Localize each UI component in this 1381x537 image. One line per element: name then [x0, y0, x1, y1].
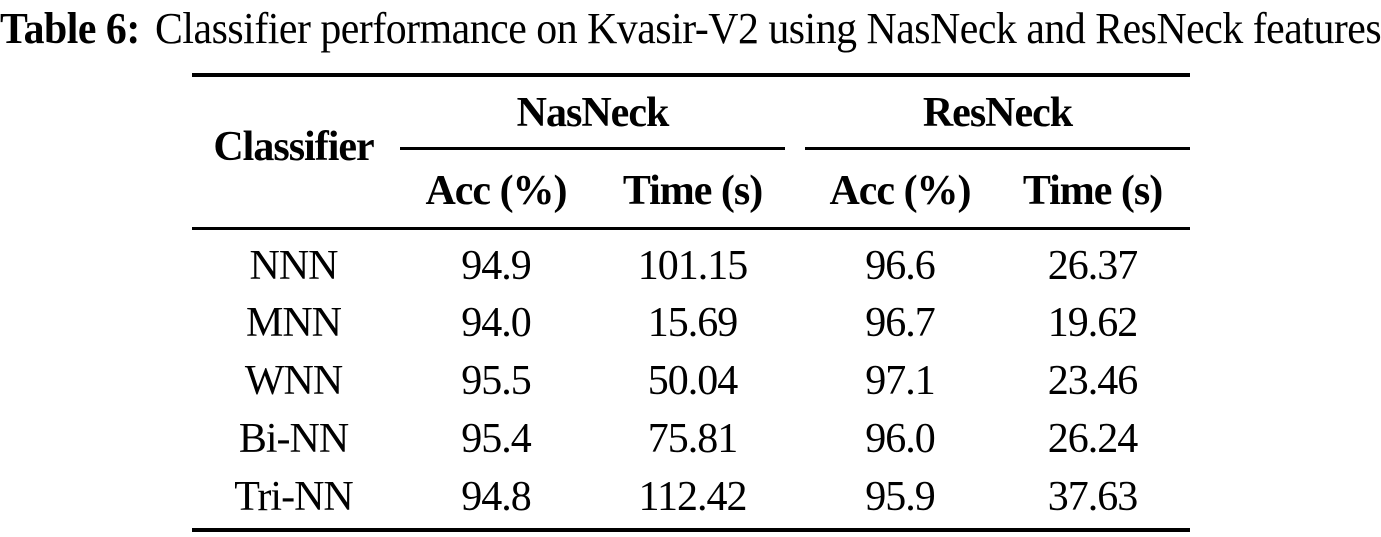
nasneck-acc-value: 94.0 [461, 300, 532, 346]
table-top-rule [192, 73, 1190, 77]
group-header-nasneck: NasNeck [516, 90, 670, 136]
table-row: Bi-NN 95.4 75.81 96.0 26.24 [192, 411, 1190, 467]
resneck-time-value: 23.46 [1047, 358, 1139, 404]
nasneck-acc-value: 94.8 [461, 474, 532, 520]
row-label: MNN [245, 300, 342, 346]
group-header-resneck: ResNeck [922, 90, 1073, 136]
resneck-acc-value: 97.1 [865, 358, 936, 404]
nasneck-time-value: 75.81 [647, 416, 739, 462]
row-label: WNN [244, 358, 343, 404]
table-row: Tri-NN 94.8 112.42 95.9 37.63 [192, 469, 1190, 525]
caption-label: Table 6: [0, 4, 140, 53]
subheader-resneck-acc: Acc (%) [829, 168, 971, 214]
row-label: Tri-NN [234, 474, 353, 520]
nasneck-acc-value: 94.9 [461, 243, 532, 289]
nasneck-time-value: 15.69 [647, 300, 739, 346]
column-gap [788, 295, 805, 351]
column-gap [788, 411, 805, 467]
nasneck-time-value: 50.04 [647, 358, 739, 404]
column-gap [788, 353, 805, 409]
column-gap [788, 238, 805, 294]
resneck-acc-value: 96.7 [865, 300, 936, 346]
table-row: NNN 94.9 101.15 96.6 26.37 [192, 238, 1190, 294]
table-row: WNN 95.5 50.04 97.1 23.46 [192, 353, 1190, 409]
nasneck-time-value: 101.15 [637, 243, 749, 289]
table-caption: Table 6: Classifier performance on Kvasir… [0, 2, 1381, 56]
resneck-time-value: 19.62 [1047, 300, 1139, 346]
resneck-time-value: 26.37 [1047, 243, 1139, 289]
resneck-time-value: 26.24 [1047, 416, 1139, 462]
row-label: NNN [249, 243, 339, 289]
resneck-acc-value: 96.0 [865, 416, 936, 462]
nasneck-time-value: 112.42 [638, 474, 748, 520]
nasneck-cmidrule [400, 147, 785, 150]
nasneck-acc-value: 95.4 [461, 416, 532, 462]
resneck-cmidrule [805, 147, 1190, 150]
caption-text: Classifier performance on Kvasir-V2 usin… [154, 4, 1381, 53]
table-bottom-rule [192, 528, 1190, 532]
subheader-nasneck-acc: Acc (%) [425, 168, 567, 214]
nasneck-acc-value: 95.5 [461, 358, 532, 404]
resneck-time-value: 37.63 [1047, 474, 1139, 520]
row-label: Bi-NN [238, 416, 349, 462]
table-row: MNN 94.0 15.69 96.7 19.62 [192, 295, 1190, 351]
subheader-resneck-time: Time (s) [1022, 168, 1163, 214]
performance-table: Classifier NasNeck ResNeck Acc (%) Time … [192, 73, 1190, 535]
column-gap [788, 469, 805, 525]
subheader-nasneck-time: Time (s) [622, 168, 763, 214]
header-separator-rule [192, 227, 1190, 230]
column-header-classifier: Classifier [213, 124, 374, 170]
resneck-acc-value: 96.6 [865, 243, 936, 289]
resneck-acc-value: 95.9 [865, 474, 936, 520]
